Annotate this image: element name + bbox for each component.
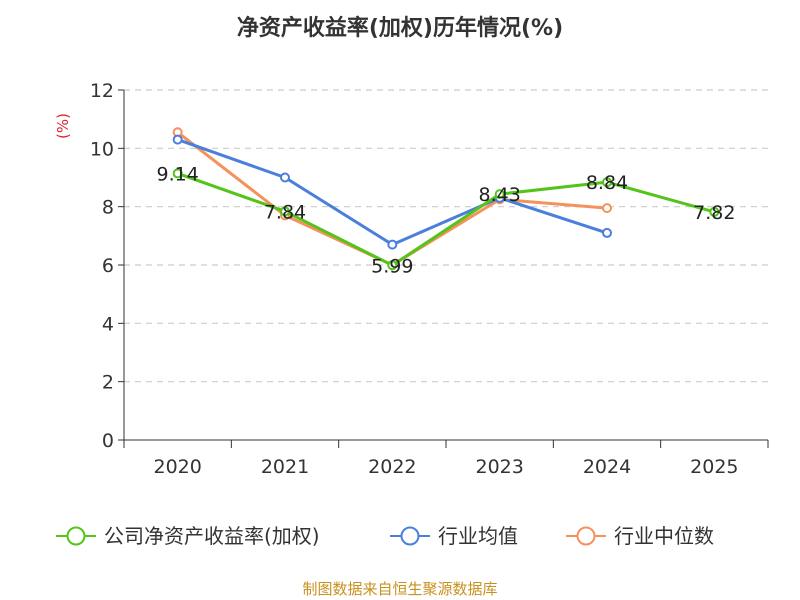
data-point bbox=[387, 260, 398, 271]
legend-marker bbox=[66, 526, 86, 546]
y-tick-label: 6 bbox=[102, 255, 114, 277]
y-tick-label: 10 bbox=[90, 138, 114, 160]
data-label: 9.14 bbox=[157, 163, 199, 185]
data-point bbox=[172, 134, 183, 145]
data-labels: 9.14 7.84 5.99 8.43 8.84 7.82 bbox=[157, 163, 736, 277]
data-label: 8.84 bbox=[586, 172, 628, 194]
data-point bbox=[602, 177, 612, 188]
axes: 0 2 4 6 8 10 12 2020 2021 2022 2023 2024 2025 bbox=[90, 80, 769, 478]
chart-title: 净资产收益率(加权)历年情况(%) bbox=[237, 15, 563, 41]
legend-marker bbox=[576, 526, 596, 546]
series-line bbox=[177, 172, 715, 267]
grid-lines bbox=[124, 89, 768, 383]
series-line bbox=[177, 138, 608, 247]
data-point bbox=[709, 206, 720, 217]
x-tick-label: 2024 bbox=[583, 456, 631, 478]
x-tick-label: 2022 bbox=[368, 456, 416, 478]
data-point bbox=[280, 172, 290, 183]
data-point bbox=[280, 206, 290, 217]
data-point bbox=[494, 189, 505, 200]
series-group bbox=[172, 127, 720, 271]
data-label: 7.82 bbox=[693, 202, 735, 224]
data-label: 8.43 bbox=[479, 184, 521, 206]
data-point bbox=[172, 168, 183, 179]
legend-label: 行业中位数 bbox=[614, 524, 714, 548]
y-tick-label: 2 bbox=[102, 372, 114, 394]
y-tick-label: 12 bbox=[90, 80, 114, 102]
legend-marker bbox=[400, 526, 420, 546]
x-tick-label: 2025 bbox=[690, 456, 738, 478]
source-note: 制图数据来自恒生聚源数据库 bbox=[302, 580, 497, 598]
y-axis-unit: (%) bbox=[54, 113, 72, 139]
x-tick-label: 2020 bbox=[153, 456, 201, 478]
data-label: 7.84 bbox=[264, 201, 306, 223]
legend: 公司净资产收益率(加权) 行业均值 行业中位数 bbox=[56, 524, 714, 548]
data-label: 5.99 bbox=[371, 255, 413, 277]
x-tick-label: 2023 bbox=[475, 456, 523, 478]
x-tick-label: 2021 bbox=[261, 456, 309, 478]
y-tick-label: 8 bbox=[102, 197, 114, 219]
y-tick-label: 4 bbox=[102, 313, 114, 335]
data-point bbox=[387, 239, 398, 250]
legend-label: 公司净资产收益率(加权) bbox=[104, 524, 320, 548]
data-point bbox=[602, 203, 612, 214]
data-point bbox=[602, 227, 612, 238]
y-tick-label: 0 bbox=[102, 430, 114, 452]
legend-label: 行业均值 bbox=[438, 524, 518, 548]
